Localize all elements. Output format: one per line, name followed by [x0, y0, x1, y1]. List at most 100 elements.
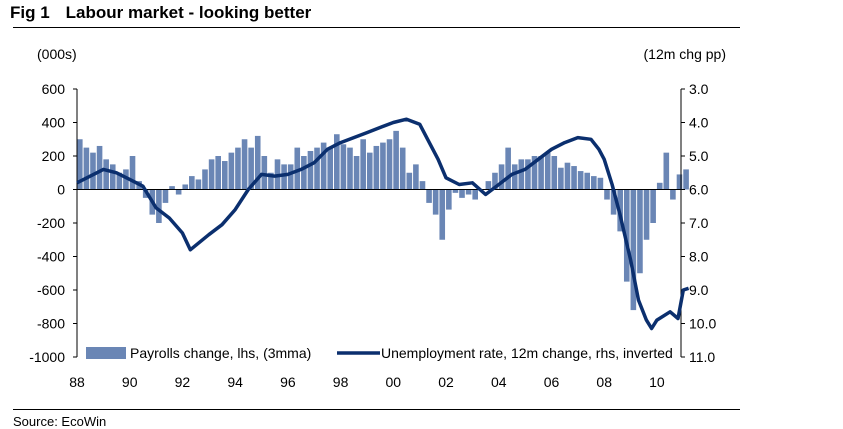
legend-swatch-payrolls [86, 347, 126, 359]
payroll-bar [340, 144, 347, 190]
payroll-bar [248, 147, 254, 190]
payroll-bar [663, 152, 670, 190]
payroll-bar [380, 142, 386, 190]
bottom-rule [13, 409, 740, 410]
payroll-bar [235, 147, 241, 190]
payroll-bar [591, 176, 597, 190]
payroll-bar [492, 172, 498, 190]
right-tick-label: 10.0 [689, 316, 716, 332]
figure-number: Fig 1 [10, 3, 50, 22]
payroll-bar [182, 184, 189, 190]
unemployment-line [76, 117, 690, 331]
payroll-bar [156, 189, 162, 223]
payroll-bar [656, 182, 663, 190]
payroll-bar [195, 179, 202, 190]
payroll-bar [643, 189, 650, 240]
legend-label-payrolls: Payrolls change, lhs, (3mma) [130, 345, 311, 361]
left-tick-label: -800 [37, 316, 65, 332]
payroll-bar [103, 159, 109, 190]
payroll-bar [360, 139, 366, 190]
payroll-bar [215, 156, 221, 190]
payroll-bar [334, 134, 340, 190]
payroll-bar [610, 189, 617, 215]
x-tick-label: 92 [175, 374, 191, 390]
right-axis-unit: (12m chg pp) [644, 46, 726, 62]
payroll-bar [287, 164, 294, 190]
payroll-bar [525, 159, 531, 190]
payroll-bar [109, 164, 116, 190]
x-tick-label: 08 [596, 374, 612, 390]
right-tick-label: 3.0 [689, 81, 709, 97]
payroll-bar [294, 147, 301, 190]
right-tick-label: 9.0 [689, 282, 709, 298]
payroll-bar [498, 164, 505, 190]
left-axis-unit: (000s) [37, 46, 77, 62]
payroll-bar [320, 142, 327, 190]
x-tick-label: 04 [491, 374, 507, 390]
payroll-bar [406, 172, 413, 190]
payroll-bar [597, 177, 604, 190]
payroll-bar [208, 159, 215, 190]
right-tick-label: 4.0 [689, 115, 709, 131]
payroll-bar [650, 189, 656, 223]
right-tick-label: 11.0 [689, 349, 715, 365]
payroll-bar [202, 169, 208, 190]
x-tick-label: 06 [544, 374, 560, 390]
left-tick-label: -600 [37, 282, 65, 298]
payroll-bar [90, 152, 96, 190]
legend-label-unemployment: Unemployment rate, 12m change, rhs, inve… [381, 345, 673, 361]
payroll-bar [301, 156, 307, 190]
payroll-bar [472, 189, 478, 200]
left-tick-label: 200 [42, 148, 66, 164]
payroll-bar [683, 169, 689, 190]
x-tick-label: 00 [386, 374, 402, 390]
payroll-bar [399, 147, 406, 190]
left-tick-label: -400 [37, 249, 65, 265]
payroll-bar [531, 156, 538, 190]
payroll-bar [432, 189, 439, 215]
payroll-bar [307, 150, 314, 190]
left-tick-label: 600 [42, 81, 66, 97]
payroll-bar [366, 152, 373, 190]
x-tick-label: 90 [122, 374, 138, 390]
payroll-bar [373, 145, 380, 190]
left-tick-label: 0 [57, 182, 65, 198]
payroll-bar [116, 172, 123, 190]
payroll-bar [564, 162, 571, 190]
payroll-bar [426, 189, 432, 203]
payroll-bar [353, 156, 360, 190]
payroll-bar [162, 189, 169, 203]
payroll-bar [189, 176, 195, 190]
left-tick-label: -200 [37, 215, 65, 231]
payroll-bar [96, 145, 103, 190]
payroll-bar [676, 174, 683, 190]
payroll-bar [670, 189, 676, 200]
payroll-bar [77, 139, 83, 190]
source-note: Source: EcoWin [13, 414, 107, 429]
payroll-bar [327, 147, 334, 190]
payroll-bar [465, 189, 472, 195]
payroll-bar [439, 189, 446, 240]
payroll-bar [413, 164, 419, 190]
right-tick-label: 6.0 [689, 182, 709, 198]
figure-title-text: Labour market - looking better [65, 3, 312, 22]
figure-title: Fig 1 Labour market - looking better [10, 3, 327, 23]
payroll-bar [637, 189, 643, 274]
payroll-bar [281, 164, 287, 190]
payroll-bar [347, 147, 353, 190]
payroll-bar [268, 172, 274, 190]
payroll-bar [630, 189, 637, 311]
payroll-bar [228, 152, 235, 190]
right-tick-label: 8.0 [689, 249, 709, 265]
x-tick-label: 88 [69, 374, 85, 390]
x-tick-label: 02 [438, 374, 454, 390]
payroll-bar [254, 135, 261, 190]
payroll-bar [175, 189, 182, 195]
payroll-bar [221, 161, 228, 190]
payroll-bar [241, 139, 248, 190]
payroll-bar [452, 189, 459, 193]
x-tick-label: 98 [333, 374, 349, 390]
payroll-bar [169, 186, 175, 190]
payroll-bar [511, 164, 518, 190]
left-tick-label: 400 [42, 115, 66, 131]
